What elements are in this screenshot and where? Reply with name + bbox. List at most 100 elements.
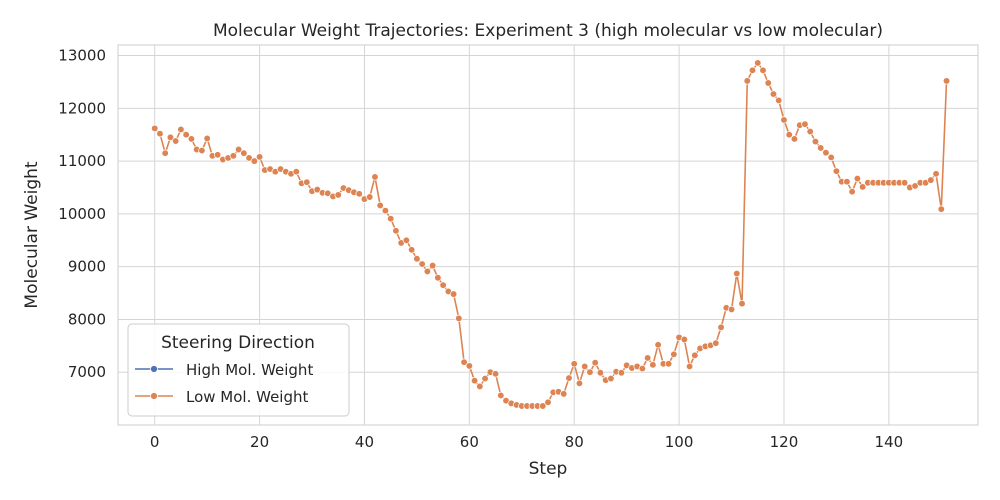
data-point [764, 79, 772, 87]
data-point [680, 335, 688, 344]
data-point [685, 362, 694, 371]
data-point [229, 152, 238, 160]
data-point [434, 274, 442, 282]
data-point [832, 167, 841, 175]
data-point [927, 176, 935, 184]
legend-label-low: Low Mol. Weight [186, 388, 309, 406]
data-point [743, 77, 751, 85]
data-point [470, 377, 479, 385]
data-point [245, 154, 253, 162]
legend-marker-high [150, 365, 158, 373]
data-point [733, 269, 741, 278]
x-tick-label: 40 [355, 433, 374, 451]
data-point [560, 390, 568, 398]
data-point [691, 351, 699, 359]
data-point [408, 246, 416, 254]
data-point [900, 179, 909, 187]
data-point [151, 124, 159, 133]
data-point [187, 135, 196, 143]
data-point [455, 314, 463, 323]
y-tick-label: 8000 [68, 310, 106, 328]
data-point [827, 153, 835, 162]
data-point [581, 362, 589, 371]
data-point [848, 188, 856, 196]
data-point [932, 170, 940, 178]
data-point [428, 261, 437, 270]
data-point [785, 131, 793, 139]
data-point [670, 350, 678, 358]
data-point [334, 191, 342, 199]
data-point [775, 96, 783, 105]
data-point [313, 185, 321, 194]
x-tick-label: 60 [460, 433, 479, 451]
data-point [937, 205, 945, 213]
x-tick-label: 100 [665, 433, 694, 451]
data-point [418, 260, 426, 268]
y-tick-label: 10000 [58, 205, 106, 223]
y-tick-label: 7000 [68, 363, 106, 381]
x-tick-labels: 0 20 40 60 80 100 120 140 [150, 433, 903, 451]
y-tick-label: 13000 [58, 47, 106, 65]
legend-title: Steering Direction [161, 333, 315, 353]
data-point [177, 125, 185, 134]
series-1 [151, 59, 951, 410]
data-point [234, 145, 243, 154]
data-point [166, 133, 175, 142]
data-point [539, 402, 547, 410]
data-point [769, 90, 778, 98]
y-axis-label: Molecular Weight [22, 161, 42, 308]
y-tick-label: 9000 [68, 258, 106, 276]
data-point [638, 364, 647, 373]
data-point [942, 77, 951, 85]
y-tick-label: 12000 [58, 99, 106, 117]
data-point [664, 360, 673, 368]
data-point [575, 379, 584, 387]
data-point [250, 157, 258, 165]
data-point [748, 66, 757, 74]
data-point [292, 168, 300, 176]
data-point [712, 339, 720, 347]
y-tick-label: 11000 [58, 152, 106, 170]
data-point [806, 127, 814, 136]
data-point [591, 359, 599, 367]
data-point [858, 183, 867, 191]
data-point [402, 236, 411, 244]
data-point [355, 190, 363, 198]
data-point [853, 174, 862, 183]
data-point [843, 178, 851, 186]
data-point [381, 207, 390, 215]
data-point [617, 369, 626, 377]
data-point [607, 374, 615, 383]
data-point [161, 149, 169, 157]
x-tick-label: 140 [875, 433, 904, 451]
data-point [654, 341, 662, 349]
data-point [182, 131, 190, 139]
data-point [759, 66, 767, 74]
data-point [324, 189, 332, 197]
data-point [476, 382, 484, 391]
y-tick-labels: 7000 8000 9000 10000 11000 12000 13000 [58, 47, 106, 382]
data-point [780, 116, 788, 124]
data-point [413, 255, 421, 263]
data-point [586, 368, 594, 376]
legend-box [127, 323, 350, 417]
data-point [203, 134, 211, 143]
x-axis-label: Step [529, 459, 568, 479]
x-tick-label: 120 [770, 433, 799, 451]
legend: Steering Direction High Mol. Weight Low … [127, 323, 350, 417]
data-point [754, 59, 762, 67]
data-point [643, 354, 652, 362]
x-tick-label: 20 [250, 433, 269, 451]
data-point [303, 178, 311, 186]
data-point [801, 120, 809, 128]
x-tick-label: 80 [565, 433, 584, 451]
data-point [156, 130, 164, 138]
data-point [565, 374, 573, 382]
data-point [376, 201, 384, 210]
data-point [481, 374, 489, 383]
data-point [371, 173, 379, 181]
data-point [255, 153, 264, 161]
chart-title: Molecular Weight Trajectories: Experimen… [213, 21, 883, 41]
data-point [240, 149, 248, 157]
